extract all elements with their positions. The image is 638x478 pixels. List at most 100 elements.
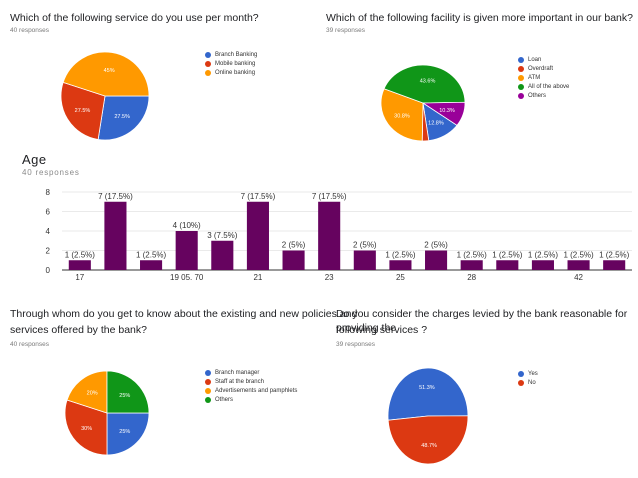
policies-responses: 40 responses [10,341,50,348]
age-bar [389,260,412,270]
pie-slice [380,88,424,142]
x-tick-label: 17 [75,273,84,282]
legend-dot [205,396,211,403]
bar-value-label: 1 (2.5%) [457,250,488,259]
charges-responses: 39 responses [336,341,376,348]
pie-slice [387,367,469,421]
legend-label: All of the above [528,83,570,90]
pie-slice [387,415,469,465]
legend-label: Others [528,92,547,99]
pie-slice-label: 25% [119,429,130,435]
legend-dot [518,370,524,377]
pie-slice [60,81,106,140]
pie-slice [62,51,150,97]
facility-question: Which of the following facility is given… [326,12,633,24]
legend-dot [518,65,524,72]
charges-pie-chart: 51.3% 48.7% [387,367,469,465]
legend-label: Staff at the branch [215,378,264,385]
legend-label: Branch Banking [215,51,258,58]
legend-dot [518,92,524,99]
pie-slice-label: 27.5% [75,108,91,114]
x-tick-label: 21 [253,273,262,282]
bar-value-label: 1 (2.5%) [65,250,96,259]
legend-label: Online banking [215,69,256,76]
bar-value-label: 3 (7.5%) [207,231,238,240]
age-bar [211,240,234,270]
legend-item-atm: ATM [518,73,569,82]
age-bar [425,250,448,270]
bar-value-label: 1 (2.5%) [136,250,167,259]
pie-slice [383,64,466,104]
legend-dot [205,60,211,67]
legend-item-all-of-the-above: All of the above [518,82,569,91]
age-title: Age [22,152,47,167]
bar-value-label: 1 (2.5%) [385,250,416,259]
pie-slice-label: 10.3% [439,108,455,114]
legend-label: Yes [528,370,538,377]
legend-item-online-banking: Online banking [205,68,257,77]
bar-value-label: 7 (17.5%) [98,192,133,201]
age-bar [460,260,483,270]
x-tick-label: 42 [574,273,583,282]
legend-dot [518,379,524,386]
y-tick-label: 6 [46,208,51,217]
bar-value-label: 7 (17.5%) [241,192,276,201]
legend-label: ATM [528,74,541,81]
x-tick-label: 28 [467,273,476,282]
policies-pie-chart: 25% 30% 20% 25% [64,370,150,456]
legend-dot [518,56,524,63]
age-bar [353,250,376,270]
service-pie-chart: 27.5% 27.5% 45% [60,51,150,141]
legend-item-others: Others [205,395,297,404]
y-tick-label: 2 [46,247,51,256]
age-bar [318,201,341,270]
legend-label: Loan [528,56,542,63]
age-bar [496,260,519,270]
age-bar [282,250,305,270]
bar-value-label: 7 (17.5%) [312,192,347,201]
pie-slice-label: 12.8% [428,121,444,127]
age-bar [246,201,269,270]
age-bar [175,231,198,270]
pie-slice [64,399,108,456]
charges-question-line1: Do you consider the charges levied by th… [336,308,628,334]
facility-responses: 39 responses [326,27,366,34]
legend-dot [205,69,211,76]
age-bar [104,201,127,270]
legend-dot [205,387,211,394]
pie-slice [106,412,150,456]
pie-slice-label: 30% [81,426,92,432]
y-tick-label: 0 [46,266,51,275]
legend-item-branch-manager: Branch manager [205,368,297,377]
pie-slice [421,101,466,126]
policies-question-line2: services offered by the bank? [10,324,147,336]
pie-slice-label: 20% [87,391,98,397]
bar-value-label: 4 (10%) [173,221,201,230]
legend-label: Advertisements and pamphlets [215,387,298,394]
pie-slice [106,370,150,414]
pie-slice-label: 45% [104,68,115,74]
legend-item-overdraft: Overdraft [518,64,569,73]
pie-slice-label: 48.7% [421,443,437,449]
x-tick-label: 19 05. 70 [170,273,204,282]
bar-value-label: 1 (2.5%) [492,250,523,259]
pie-slice-label: 27.5% [114,114,130,120]
pie-slice [97,95,150,141]
bar-value-label: 2 (5%) [282,241,306,250]
x-tick-label: 23 [325,273,334,282]
age-bar [68,260,91,270]
legend-item-no: No [518,378,538,387]
legend-dot [518,83,524,90]
service-legend: Branch Banking Mobile banking Online ban… [205,50,257,77]
legend-dot [205,369,211,376]
legend-dot [518,74,524,81]
bar-value-label: 1 (2.5%) [528,250,559,259]
legend-item-staff-at-branch: Staff at the branch [205,377,297,386]
legend-label: Others [215,396,234,403]
age-responses: 40 responses [22,168,80,177]
y-tick-label: 8 [46,188,51,197]
x-tick-label: 25 [396,273,405,282]
y-tick-label: 4 [46,227,51,236]
service-question: Which of the following service do you us… [10,12,259,24]
facility-pie-chart: 12.8% 30.8% 43.6% 10.3% [380,64,466,142]
